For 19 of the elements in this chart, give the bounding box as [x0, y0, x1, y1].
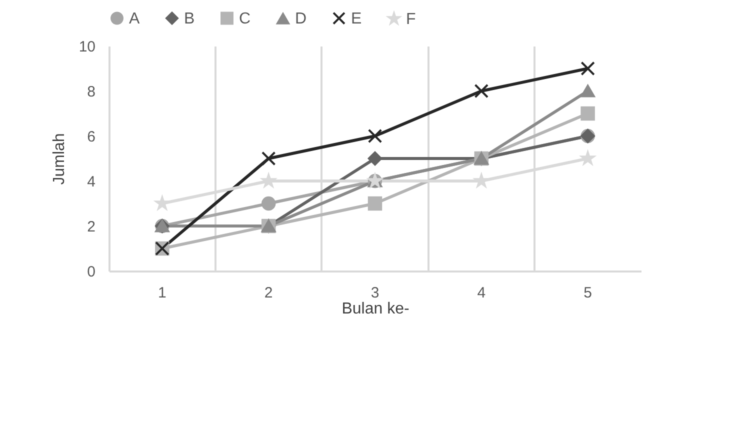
y-tick-label: 10	[78, 38, 96, 56]
x-tick-label: 4	[477, 284, 486, 302]
y-tick-label: 8	[87, 84, 96, 100]
x-tick-label: 5	[584, 284, 592, 302]
legend-label: D	[295, 10, 307, 28]
y-tick-label: 6	[87, 128, 96, 146]
y-axis-title: Jumlah	[50, 133, 68, 185]
legend-label: C	[239, 10, 251, 28]
legend-label: F	[406, 10, 416, 28]
y-tick-label: 0	[87, 264, 96, 280]
legend-label: E	[351, 10, 362, 28]
x-tick-label: 1	[158, 284, 166, 302]
y-tick-label: 4	[87, 174, 96, 190]
x-axis-title: Bulan ke-	[342, 300, 410, 318]
x-tick-label: 2	[264, 284, 273, 302]
legend-label: A	[129, 10, 140, 28]
legend-label: B	[184, 10, 195, 28]
y-tick-label: 2	[87, 218, 96, 236]
x-tick-label: 3	[370, 284, 380, 302]
